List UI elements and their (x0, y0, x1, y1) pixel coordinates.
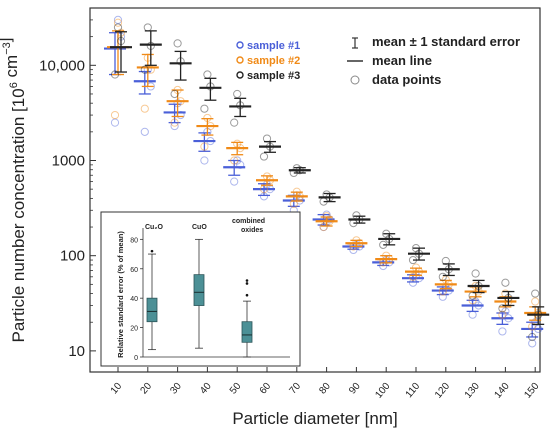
legend-label: mean line (372, 53, 432, 68)
legend-marker-sample (236, 71, 244, 79)
inset-y-axis-title: Relative standard error (% of mean) (116, 231, 125, 358)
x-tick-label: 20 (139, 381, 155, 397)
box-body (241, 321, 253, 343)
data-point (501, 307, 510, 316)
data-point (471, 269, 480, 278)
box-outlier (150, 249, 154, 253)
data-point (259, 152, 269, 161)
x-tick-label: 140 (493, 381, 512, 401)
inset-category-label: Cu₂O (145, 224, 163, 231)
x-tick-label: 30 (168, 381, 184, 397)
data-point (200, 156, 209, 165)
data-point (140, 65, 149, 74)
data-point (528, 322, 537, 331)
data-point (230, 156, 239, 165)
x-tick-label: 40 (198, 381, 214, 397)
data-point (113, 23, 123, 32)
x-tick-label: 90 (347, 381, 363, 397)
data-point (498, 327, 507, 336)
y-tick-label: 100 (60, 248, 85, 265)
data-point (501, 278, 510, 287)
data-point (531, 297, 540, 306)
legend-datapoint-icon (350, 75, 360, 85)
x-tick-label: 130 (463, 381, 482, 401)
y-tick-label: 1000 (52, 153, 85, 170)
data-point (531, 289, 540, 298)
data-point (110, 110, 120, 120)
inset-category-label: CuO (192, 224, 207, 231)
x-tick-label: 70 (288, 381, 304, 397)
legend-marker-sample (236, 56, 244, 64)
data-point (498, 310, 507, 319)
data-point (200, 104, 209, 113)
x-tick-label: 110 (404, 381, 423, 401)
data-point (230, 177, 239, 186)
y-tick-label: 10,000 (39, 57, 85, 74)
data-point (233, 89, 242, 99)
legend-label-sample: sample #2 (247, 55, 300, 67)
legend-marker-sample (236, 41, 244, 49)
legend-label: mean ± 1 standard error (372, 34, 520, 49)
x-tick-label: 150 (522, 381, 541, 401)
legend-label: data points (372, 72, 441, 87)
x-tick-label: 50 (228, 381, 244, 397)
x-tick-label: 80 (317, 381, 333, 397)
data-point (173, 39, 182, 48)
inset-y-tick-label: 20 (130, 326, 138, 333)
data-point (113, 15, 123, 24)
x-tick-label: 120 (433, 381, 452, 401)
plot-frame (89, 7, 541, 373)
data-point (498, 304, 507, 313)
y-tick-label: 10 (68, 343, 85, 360)
data-point (170, 89, 179, 99)
x-tick-label: 10 (109, 381, 125, 397)
y-axis-title: Particle number concentration [106 cm−3] (0, 38, 28, 343)
x-axis-title: Particle diameter [nm] (232, 409, 397, 428)
inset-category-label: combined (232, 218, 265, 225)
inset-y-tick-label: 60 (130, 267, 138, 274)
data-point (441, 256, 450, 266)
inset-y-tick-label: 80 (130, 237, 138, 244)
data-point (113, 18, 123, 27)
data-point (140, 127, 149, 136)
data-point (408, 272, 418, 281)
data-point (230, 118, 239, 127)
data-point (438, 272, 447, 281)
data-point (200, 142, 209, 151)
data-point (110, 70, 120, 79)
data-point (438, 287, 447, 296)
data-point (319, 222, 328, 232)
inset-category-label: oxides (241, 227, 263, 234)
box-outlier (245, 279, 249, 282)
data-point (528, 339, 537, 348)
x-tick-label: 100 (373, 381, 392, 401)
box-body (193, 274, 205, 306)
inset-y-tick-label: 40 (130, 296, 138, 303)
data-point (528, 332, 537, 342)
box-outlier (245, 282, 249, 285)
legend-label-sample: sample #1 (247, 40, 300, 52)
data-point (140, 104, 149, 113)
box-outlier (245, 293, 249, 297)
legend-label-sample: sample #3 (247, 70, 300, 82)
inset-y-tick-label: 0 (134, 355, 138, 362)
data-point (170, 118, 179, 127)
x-tick-label: 60 (258, 381, 274, 397)
data-point (236, 160, 245, 169)
data-point (468, 310, 477, 319)
data-point (203, 70, 212, 79)
data-point (143, 23, 152, 32)
data-point (110, 118, 120, 127)
data-point (289, 199, 298, 209)
box-body (146, 297, 158, 323)
